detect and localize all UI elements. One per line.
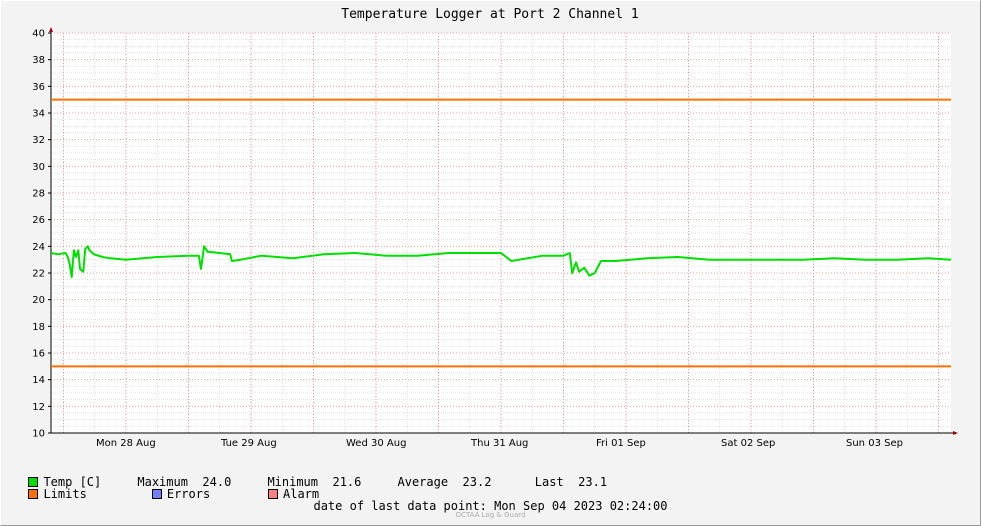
y-tick-label: 14 [32,375,45,386]
legend-min-label: Minimum [267,475,319,489]
temp-swatch [28,477,39,487]
x-tick-label: Fri 01 Sep [596,438,646,449]
x-axis-arrow [953,431,958,435]
y-tick-label: 22 [32,269,45,280]
errors-swatch [151,489,162,499]
legend-alarm-label: Alarm [283,487,320,501]
footer-value: Mon Sep 04 2023 02:24:00 [494,499,668,513]
alarm-swatch [268,489,278,499]
y-tick-label: 10 [32,429,45,440]
brand-watermark: OCTAA Log & Guard [455,511,526,519]
y-tick-label: 36 [32,82,45,93]
legend-avg-value: 23.2 [462,475,492,489]
y-tick-label: 34 [32,109,45,120]
legend-limits-label: Limits [43,487,87,501]
y-tick-label: 30 [32,162,45,173]
chart-title: Temperature Logger at Port 2 Channel 1 [341,7,638,22]
x-tick-label: Mon 28 Aug [96,438,156,449]
legend-avg-label: Average [397,475,449,489]
temp-series-line [50,245,952,278]
y-tick-label: 40 [32,29,45,40]
limits-swatch [28,489,39,499]
y-tick-label: 28 [32,189,45,200]
y-tick-label: 18 [32,322,45,333]
legend-max-value: 24.0 [202,475,232,489]
y-tick-label: 24 [32,242,45,253]
x-tick-label: Sun 03 Sep [846,438,903,449]
legend-row-limits: Limits Errors Alarm [14,475,319,501]
y-tick-label: 20 [32,295,45,306]
legend-last-value: 23.1 [578,475,608,489]
legend-last-label: Last [534,475,564,489]
x-tick-label: Tue 29 Aug [220,438,277,449]
y-tick-label: 32 [32,135,45,146]
last-data-point: date of last data point: Mon Sep 04 2023… [0,499,981,513]
legend-errors-label: Errors [166,487,211,501]
y-tick-label: 38 [32,55,45,66]
legend-row-temp: Temp [C] Maximum 24.0 Minimum 21.6 Avera… [14,463,607,489]
y-axis-arrow [49,27,53,32]
legend-min-value: 21.6 [332,475,362,489]
y-tick-label: 12 [32,402,45,413]
y-tick-label: 16 [32,349,45,360]
x-tick-label: Sat 02 Sep [721,438,775,449]
legend-max-label: Maximum [137,475,188,489]
legend-temp-label: Temp [C] [43,475,102,489]
x-tick-label: Thu 31 Aug [470,438,528,449]
footer-label: date of last data point: [313,499,487,513]
y-tick-label: 26 [32,215,45,226]
x-tick-label: Wed 30 Aug [346,438,406,449]
